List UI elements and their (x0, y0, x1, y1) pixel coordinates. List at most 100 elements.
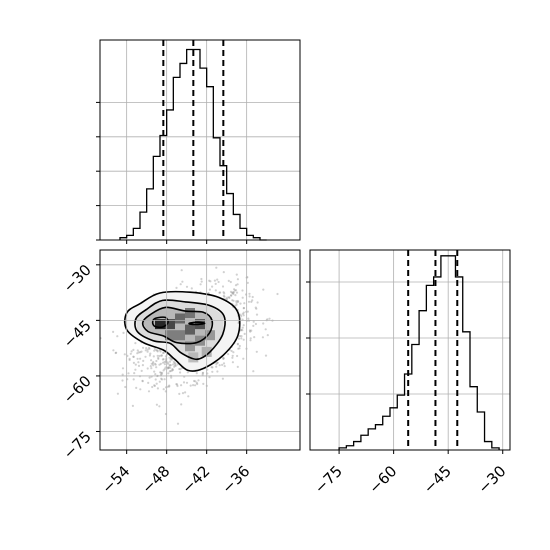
scatter-point (187, 395, 190, 398)
scatter-point (169, 369, 172, 373)
scatter-point (154, 363, 157, 366)
scatter-point (162, 369, 165, 372)
scatter-point (169, 364, 172, 367)
scatter-point (235, 291, 239, 294)
x-histogram-ticks (96, 101, 248, 244)
scatter-point (199, 283, 202, 286)
scatter-point (195, 372, 198, 375)
scatter-point (150, 362, 153, 365)
scatter-point (222, 357, 225, 360)
scatter-point (228, 296, 231, 299)
scatter-point (237, 337, 241, 340)
scatter-point (135, 386, 138, 389)
scatter-point (218, 291, 221, 294)
scatter-point (210, 366, 213, 369)
scatter-point (158, 405, 161, 408)
scatter-point (131, 404, 134, 407)
scatter-point (175, 383, 178, 386)
scatter-point (132, 378, 135, 381)
scatter-point (168, 364, 171, 367)
joint-contour-lines (123, 290, 241, 372)
scatter-point (141, 379, 144, 382)
scatter-point (162, 351, 165, 355)
scatter-point (223, 295, 226, 298)
scatter-point (173, 365, 176, 368)
scatter-point (235, 300, 238, 303)
scatter-point (146, 367, 149, 370)
scatter-point (154, 373, 157, 376)
scatter-point (144, 355, 147, 358)
scatter-point (152, 361, 155, 364)
scatter-point (121, 379, 124, 382)
scatter-point (136, 349, 139, 352)
scatter-point (141, 364, 144, 367)
scatter-point (236, 343, 239, 346)
scatter-point (140, 369, 143, 372)
scatter-point (182, 381, 186, 384)
scatter-point (160, 354, 163, 357)
scatter-point (122, 331, 125, 334)
scatter-point (176, 422, 180, 425)
scatter-point (215, 365, 218, 368)
scatter-point (233, 289, 236, 292)
scatter-point (223, 292, 226, 295)
scatter-point (156, 349, 159, 352)
scatter-point (234, 289, 238, 292)
scatter-point (242, 307, 245, 310)
scatter-point (216, 278, 219, 281)
contour-inner-1 (151, 316, 169, 329)
scatter-point (167, 366, 170, 369)
scatter-point (251, 299, 254, 302)
scatter-point (168, 363, 171, 366)
scatter-point (147, 381, 150, 384)
scatter-point (136, 357, 139, 360)
scatter-point (153, 384, 156, 387)
y-histogram-frame (309, 249, 511, 451)
scatter-point (146, 348, 149, 351)
scatter-point (179, 283, 182, 286)
scatter-point (247, 317, 250, 320)
scatter-point (162, 361, 165, 364)
scatter-point (156, 354, 159, 357)
scatter-point (242, 311, 245, 314)
x-histogram-frame (99, 39, 301, 241)
scatter-point (160, 377, 163, 380)
scatter-point (242, 306, 245, 310)
scatter-point (230, 294, 233, 297)
contour-outer-1 (134, 299, 226, 361)
scatter-point (153, 362, 157, 365)
scatter-point (171, 368, 174, 371)
scatter-point (161, 358, 164, 361)
scatter-point (233, 288, 236, 291)
contour-mid (141, 306, 214, 345)
scatter-point (134, 368, 137, 371)
scatter-point (163, 360, 166, 364)
scatter-point (214, 282, 217, 285)
scatter-point (235, 301, 238, 304)
scatter-point (255, 313, 259, 316)
scatter-point (139, 388, 142, 391)
scatter-point (167, 366, 170, 369)
scatter-point (236, 278, 239, 281)
scatter-point (137, 364, 141, 367)
scatter-point (238, 344, 241, 348)
scatter-point (254, 306, 257, 309)
scatter-point (194, 384, 197, 387)
scatter-point (168, 360, 172, 363)
scatter-point (114, 351, 117, 355)
scatter-point (221, 285, 225, 288)
scatter-point (241, 296, 244, 299)
scatter-point (246, 281, 249, 284)
scatter-point (116, 335, 119, 338)
scatter-point (201, 371, 205, 374)
scatter-point (266, 334, 269, 337)
scatter-point (225, 297, 228, 300)
scatter-point (172, 363, 175, 366)
x-marginal-histogram (96, 39, 301, 244)
scatter-point (221, 377, 224, 380)
scatter-point (134, 342, 137, 345)
scatter-point (132, 355, 135, 358)
scatter-point (232, 291, 235, 294)
scatter-point (240, 315, 243, 318)
scatter-point (249, 330, 252, 333)
